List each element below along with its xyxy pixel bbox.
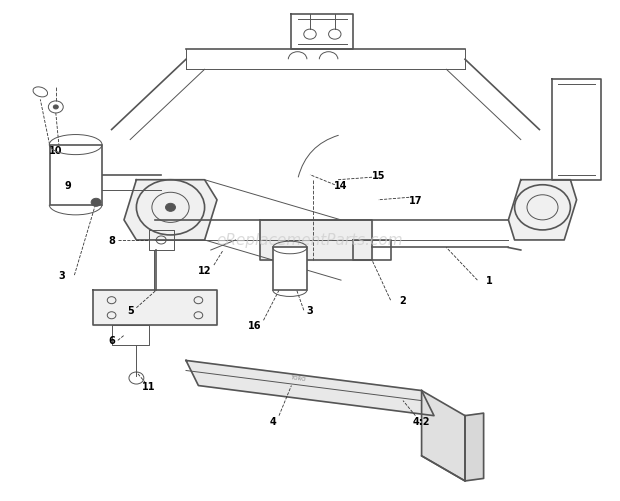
- Text: 4:2: 4:2: [413, 416, 430, 426]
- Text: 14: 14: [334, 180, 348, 190]
- Polygon shape: [465, 413, 484, 481]
- Polygon shape: [186, 361, 434, 416]
- Text: 1: 1: [487, 276, 493, 286]
- Text: eReplacementParts.com: eReplacementParts.com: [216, 233, 404, 248]
- Circle shape: [166, 204, 175, 212]
- Circle shape: [91, 199, 101, 207]
- Text: 3: 3: [59, 271, 65, 281]
- Text: 12: 12: [198, 266, 211, 276]
- Text: 8: 8: [108, 235, 115, 245]
- Polygon shape: [93, 291, 217, 326]
- Text: 9: 9: [65, 180, 71, 190]
- Text: 6: 6: [108, 336, 115, 346]
- Polygon shape: [124, 180, 217, 240]
- Polygon shape: [260, 220, 372, 261]
- Text: 17: 17: [409, 195, 422, 205]
- Text: 11: 11: [142, 381, 156, 391]
- Text: 5: 5: [127, 306, 133, 316]
- Bar: [273, 248, 307, 291]
- Text: 16: 16: [247, 321, 261, 331]
- Text: 2: 2: [400, 296, 406, 306]
- Polygon shape: [508, 180, 577, 240]
- Circle shape: [53, 106, 58, 110]
- Text: 3: 3: [307, 306, 313, 316]
- Text: 15: 15: [371, 170, 385, 180]
- Text: 10: 10: [49, 145, 63, 155]
- Polygon shape: [422, 391, 465, 481]
- Bar: [50, 145, 102, 205]
- Text: TORO: TORO: [290, 375, 306, 382]
- Text: 4: 4: [270, 416, 276, 426]
